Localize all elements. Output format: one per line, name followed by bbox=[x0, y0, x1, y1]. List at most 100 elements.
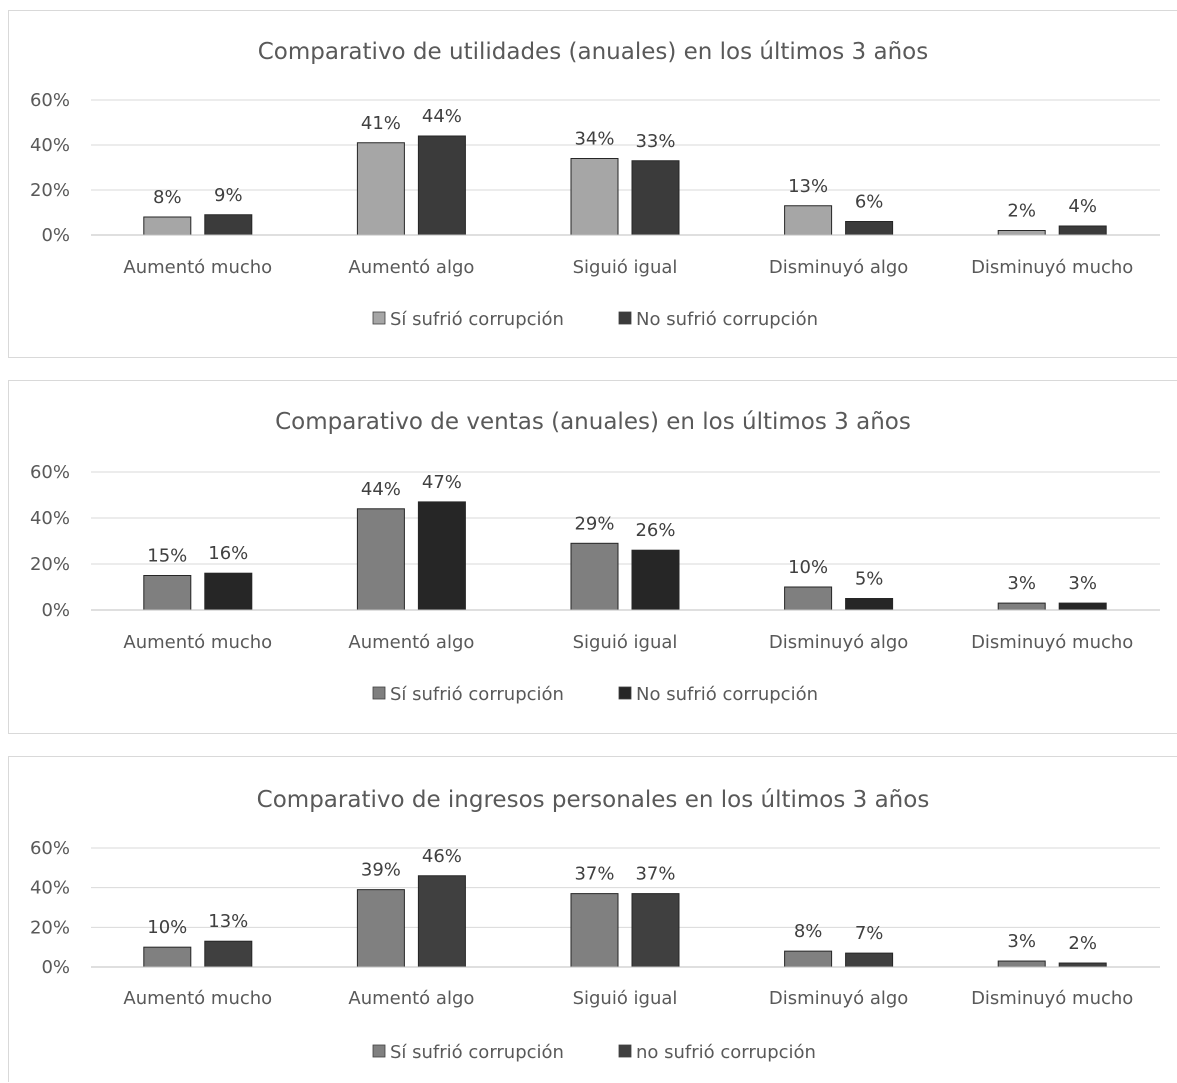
data-label: 8% bbox=[794, 921, 823, 942]
bar bbox=[784, 205, 833, 236]
bar bbox=[997, 602, 1046, 611]
chart-title: Comparativo de utilidades (anuales) en l… bbox=[258, 39, 928, 65]
x-category-label: Aumentó algo bbox=[348, 257, 474, 278]
x-category-label: Aumentó algo bbox=[348, 988, 474, 1009]
bar bbox=[417, 875, 466, 968]
chart-utilidades: Comparativo de utilidades (anuales) en l… bbox=[30, 39, 1160, 330]
data-label: 6% bbox=[855, 192, 884, 213]
legend-swatch bbox=[372, 686, 386, 700]
data-label: 13% bbox=[208, 911, 248, 932]
x-category-label: Disminuyó mucho bbox=[971, 257, 1133, 278]
data-label: 2% bbox=[1068, 933, 1097, 954]
data-label: 9% bbox=[214, 185, 243, 206]
bar bbox=[143, 216, 192, 236]
bar bbox=[845, 598, 894, 611]
bar bbox=[356, 142, 405, 236]
data-label: 4% bbox=[1068, 196, 1097, 217]
bar bbox=[570, 893, 619, 968]
x-category-label: Siguió igual bbox=[573, 257, 678, 278]
legend-label: no sufrió corrupción bbox=[636, 1042, 816, 1063]
bar bbox=[631, 549, 680, 611]
bar bbox=[1058, 602, 1107, 611]
y-tick-label: 60% bbox=[30, 462, 70, 483]
bar bbox=[204, 572, 253, 611]
bar bbox=[845, 952, 894, 968]
bar bbox=[997, 230, 1046, 236]
bar bbox=[784, 950, 833, 968]
data-label: 44% bbox=[361, 479, 401, 500]
x-category-label: Aumentó mucho bbox=[123, 988, 272, 1009]
x-category-label: Siguió igual bbox=[573, 988, 678, 1009]
data-label: 47% bbox=[422, 472, 462, 493]
y-tick-label: 0% bbox=[41, 600, 70, 621]
x-category-label: Aumentó mucho bbox=[123, 632, 272, 653]
x-category-label: Aumentó mucho bbox=[123, 257, 272, 278]
x-category-label: Disminuyó algo bbox=[769, 988, 908, 1009]
bar bbox=[1058, 225, 1107, 236]
y-tick-label: 20% bbox=[30, 554, 70, 575]
x-category-label: Disminuyó algo bbox=[769, 632, 908, 653]
data-label: 16% bbox=[208, 543, 248, 564]
y-tick-label: 40% bbox=[30, 878, 70, 899]
y-tick-label: 40% bbox=[30, 135, 70, 156]
y-tick-label: 60% bbox=[30, 90, 70, 111]
data-label: 15% bbox=[147, 546, 187, 567]
bar bbox=[997, 960, 1046, 968]
legend-label: Sí sufrió corrupción bbox=[390, 309, 564, 330]
bar bbox=[631, 893, 680, 968]
x-category-label: Disminuyó mucho bbox=[971, 988, 1133, 1009]
data-label: 3% bbox=[1068, 573, 1097, 594]
bar bbox=[417, 135, 466, 236]
data-label: 37% bbox=[635, 864, 675, 885]
bar bbox=[631, 160, 680, 236]
y-tick-label: 0% bbox=[41, 957, 70, 978]
legend-label: No sufrió corrupción bbox=[636, 684, 818, 705]
data-label: 13% bbox=[788, 176, 828, 197]
y-tick-label: 60% bbox=[30, 838, 70, 859]
chart-title: Comparativo de ventas (anuales) en los ú… bbox=[275, 409, 911, 435]
data-label: 44% bbox=[422, 106, 462, 127]
data-label: 8% bbox=[153, 187, 182, 208]
x-category-label: Aumentó algo bbox=[348, 632, 474, 653]
x-category-label: Siguió igual bbox=[573, 632, 678, 653]
x-category-label: Disminuyó algo bbox=[769, 257, 908, 278]
x-category-label: Disminuyó mucho bbox=[971, 632, 1133, 653]
data-label: 29% bbox=[574, 513, 614, 534]
data-label: 7% bbox=[855, 923, 884, 944]
legend-label: Sí sufrió corrupción bbox=[390, 684, 564, 705]
data-label: 34% bbox=[574, 129, 614, 150]
data-label: 33% bbox=[635, 131, 675, 152]
bar bbox=[1058, 962, 1107, 968]
data-label: 3% bbox=[1007, 573, 1036, 594]
bar bbox=[204, 940, 253, 968]
legend-swatch bbox=[372, 1044, 386, 1058]
chart-panel-ingresos: Comparativo de ingresos personales en lo… bbox=[8, 756, 1177, 1082]
data-label: 41% bbox=[361, 113, 401, 134]
legend-swatch bbox=[372, 311, 386, 325]
data-label: 37% bbox=[574, 864, 614, 885]
y-tick-label: 20% bbox=[30, 180, 70, 201]
legend-swatch bbox=[618, 1044, 632, 1058]
legend-swatch bbox=[618, 311, 632, 325]
bar bbox=[784, 586, 833, 611]
bar bbox=[356, 508, 405, 611]
data-label: 10% bbox=[788, 557, 828, 578]
y-tick-label: 0% bbox=[41, 225, 70, 246]
data-label: 39% bbox=[361, 860, 401, 881]
chart-ventas: Comparativo de ventas (anuales) en los ú… bbox=[30, 409, 1160, 705]
bar bbox=[570, 542, 619, 611]
bar bbox=[845, 221, 894, 236]
bar bbox=[356, 889, 405, 968]
bar bbox=[204, 214, 253, 236]
legend-label: No sufrió corrupción bbox=[636, 309, 818, 330]
bar bbox=[143, 946, 192, 968]
bar bbox=[143, 575, 192, 611]
data-label: 3% bbox=[1007, 931, 1036, 952]
legend-swatch bbox=[618, 686, 632, 700]
chart-title: Comparativo de ingresos personales en lo… bbox=[257, 787, 930, 813]
chart-panel-utilidades: Comparativo de utilidades (anuales) en l… bbox=[8, 10, 1177, 358]
chart-ingresos: Comparativo de ingresos personales en lo… bbox=[30, 787, 1160, 1063]
data-label: 10% bbox=[147, 917, 187, 938]
data-label: 26% bbox=[635, 520, 675, 541]
legend-label: Sí sufrió corrupción bbox=[390, 1042, 564, 1063]
